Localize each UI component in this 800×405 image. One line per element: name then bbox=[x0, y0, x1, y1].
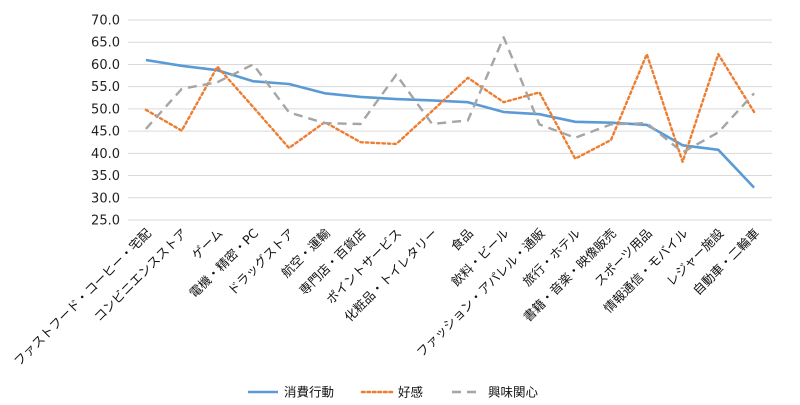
y-tick-label: 40.0 bbox=[91, 147, 120, 162]
y-tick-label: 30.0 bbox=[91, 191, 120, 206]
y-tick-label: 60.0 bbox=[91, 58, 120, 73]
y-tick-label: 45.0 bbox=[91, 125, 120, 140]
y-tick-label: 50.0 bbox=[91, 102, 120, 117]
y-tick-label: 70.0 bbox=[91, 14, 120, 29]
series-lines bbox=[144, 36, 756, 189]
legend-item: 消費行動 bbox=[248, 385, 334, 400]
x-category-label: 食品 bbox=[448, 226, 476, 254]
y-tick-label: 35.0 bbox=[91, 169, 120, 184]
legend: 消費行動 好感 興味関心 bbox=[248, 385, 539, 400]
series-line-2 bbox=[144, 53, 756, 164]
legend-item: 好感 bbox=[360, 385, 423, 400]
y-axis-ticks: 25.0 30.0 35.0 40.0 45.0 50.0 55.0 60.0 65.0 70.0 bbox=[91, 14, 120, 229]
series-line-3 bbox=[145, 36, 755, 154]
gridlines bbox=[128, 19, 772, 221]
y-tick-label: 55.0 bbox=[91, 80, 120, 95]
legend-item: 興味関心 bbox=[452, 385, 539, 400]
legend-label: 興味関心 bbox=[488, 385, 539, 400]
legend-label: 消費行動 bbox=[284, 385, 334, 400]
y-tick-label: 65.0 bbox=[91, 36, 120, 51]
legend-label: 好感 bbox=[398, 385, 423, 400]
x-axis-category-labels: ファストフード・コーヒー・宅配コンビニエンスストアゲーム電機・精密・PCドラッグ… bbox=[11, 225, 762, 369]
series-line-1 bbox=[145, 58, 756, 189]
x-category-label: ファストフード・コーヒー・宅配 bbox=[11, 225, 155, 369]
y-tick-label: 25.0 bbox=[91, 214, 120, 229]
